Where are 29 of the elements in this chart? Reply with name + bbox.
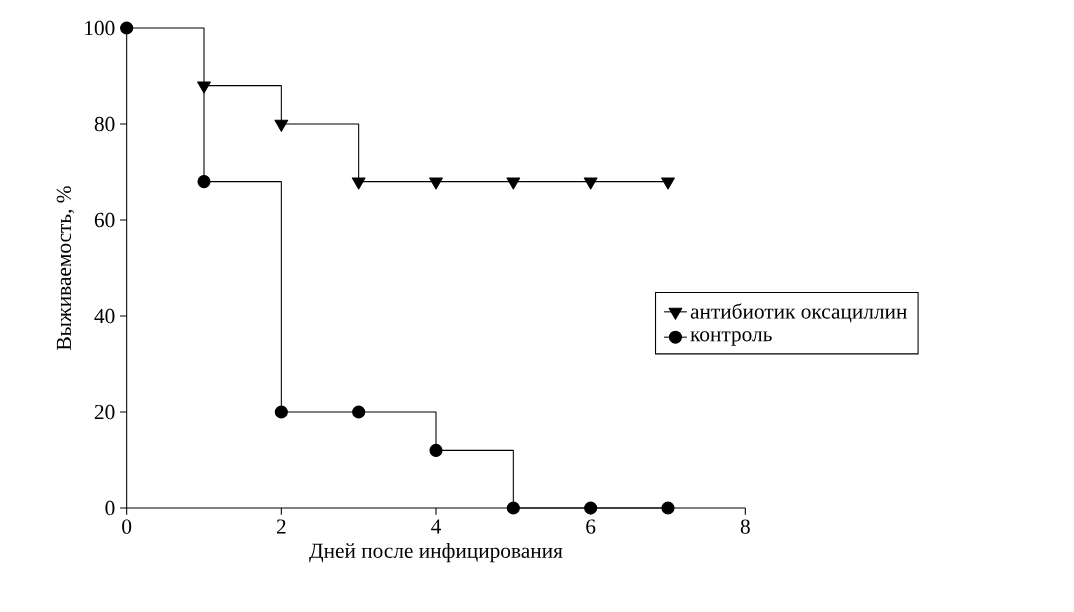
- point: [429, 443, 443, 457]
- point: [351, 177, 366, 190]
- y-tick-label: 0: [105, 500, 115, 516]
- point: [274, 119, 289, 132]
- point: [661, 177, 675, 190]
- y-tick-label: 40: [94, 308, 115, 324]
- legend-label: антибиотик оксациллин: [690, 303, 907, 323]
- point: [197, 81, 211, 94]
- point: [352, 405, 366, 419]
- y-tick-label: 60: [94, 212, 115, 228]
- legend-label: контроль: [690, 331, 772, 346]
- point: [506, 177, 521, 190]
- x-tick-label: 0: [122, 519, 132, 534]
- point: [661, 501, 675, 515]
- x-tick-label: 6: [586, 519, 596, 534]
- point: [274, 405, 288, 419]
- x-tick-label: 2: [276, 519, 286, 534]
- point: [197, 175, 211, 189]
- y-tick-label: 80: [94, 116, 115, 132]
- y-axis-title: Выживаемость, %: [56, 186, 75, 350]
- y-tick-label: 100: [85, 20, 115, 36]
- x-tick-label: 8: [740, 519, 750, 534]
- point: [583, 177, 598, 190]
- x-axis-title: Дней после инфицирования: [309, 542, 563, 563]
- point: [429, 177, 443, 190]
- y-tick-label: 20: [94, 404, 115, 420]
- point: [584, 501, 598, 515]
- x-tick-label: 4: [431, 519, 441, 534]
- point: [506, 501, 520, 515]
